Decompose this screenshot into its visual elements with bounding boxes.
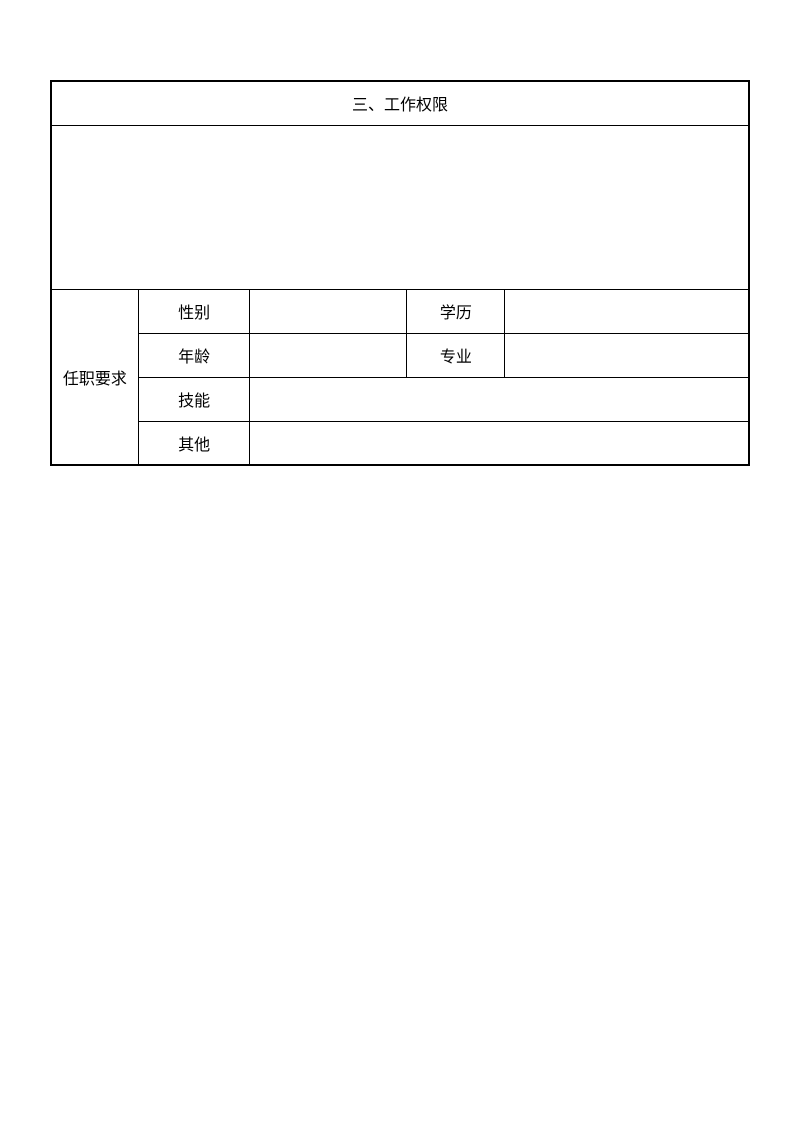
gender-value [250, 289, 407, 333]
requirements-row-1: 任职要求 性别 学历 [51, 289, 749, 333]
education-label: 学历 [407, 289, 505, 333]
major-value [505, 333, 749, 377]
requirements-sidebar: 任职要求 [51, 289, 138, 465]
education-value [505, 289, 749, 333]
content-area-row [51, 125, 749, 289]
gender-label: 性别 [138, 289, 250, 333]
major-label: 专业 [407, 333, 505, 377]
skill-label: 技能 [138, 377, 250, 421]
form-table: 三、工作权限 任职要求 性别 学历 年龄 专业 技能 其他 [50, 80, 750, 466]
other-value [250, 421, 749, 465]
section-header-row: 三、工作权限 [51, 81, 749, 125]
requirements-row-3: 技能 [51, 377, 749, 421]
skill-value [250, 377, 749, 421]
age-label: 年龄 [138, 333, 250, 377]
work-authority-content [51, 125, 749, 289]
other-label: 其他 [138, 421, 250, 465]
age-value [250, 333, 407, 377]
requirements-row-4: 其他 [51, 421, 749, 465]
requirements-row-2: 年龄 专业 [51, 333, 749, 377]
section-title: 三、工作权限 [51, 81, 749, 125]
